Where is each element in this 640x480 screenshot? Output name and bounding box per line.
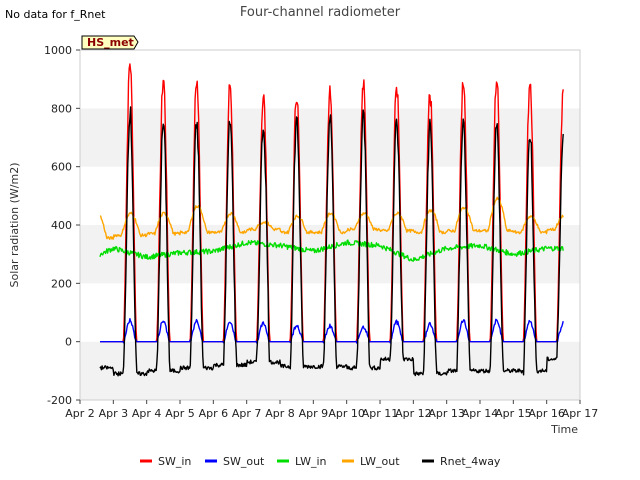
x-tick-label: Apr 10: [328, 407, 365, 420]
series-line-LW_in: [99, 239, 564, 262]
grid-band: [80, 283, 580, 342]
grid-band: [80, 166, 580, 225]
station-tag-label: HS_met: [87, 36, 134, 49]
x-tick-label: Apr 17: [562, 407, 599, 420]
x-tick-label: Apr 6: [199, 407, 229, 420]
x-tick-label: Apr 9: [299, 407, 329, 420]
legend-label: SW_out: [223, 455, 265, 468]
legend-label: LW_out: [360, 455, 400, 468]
y-axis-label: Solar radiation (W/m2): [8, 162, 21, 287]
x-tick-label: Apr 2: [65, 407, 95, 420]
y-axis-ticks: -200 0 200 400 600 800 1000: [44, 44, 80, 407]
grid-band: [80, 50, 580, 109]
x-tick-label: Apr 14: [462, 407, 499, 420]
x-tick-label: Apr 11: [362, 407, 399, 420]
y-tick-label: -200: [47, 394, 72, 407]
x-tick-label: Apr 16: [528, 407, 565, 420]
x-tick-label: Apr 15: [495, 407, 532, 420]
x-tick-label: Apr 12: [395, 407, 432, 420]
x-tick-label: Apr 5: [165, 407, 195, 420]
x-tick-label: Apr 13: [428, 407, 465, 420]
station-tag: HS_met: [81, 35, 139, 50]
legend-label: Rnet_4way: [440, 455, 501, 468]
x-tick-label: Apr 4: [132, 407, 162, 420]
y-tick-label: 1000: [44, 44, 72, 57]
y-tick-label: 800: [51, 102, 72, 115]
x-axis-label: Time: [550, 423, 578, 436]
legend-label: SW_in: [158, 455, 191, 468]
x-tick-label: Apr 8: [265, 407, 295, 420]
x-tick-label: Apr 7: [232, 407, 262, 420]
chart-title: Four-channel radiometer: [240, 5, 401, 20]
series-line-Rnet_4way: [99, 106, 564, 377]
series-group: [99, 63, 564, 377]
x-tick-label: Apr 3: [99, 407, 129, 420]
no-data-notice: No data for f_Rnet: [5, 8, 106, 21]
legend: SW_in SW_out LW_in LW_out Rnet_4way: [140, 455, 501, 468]
y-tick-label: 200: [51, 277, 72, 290]
y-tick-label: 600: [51, 161, 72, 174]
y-tick-label: 400: [51, 219, 72, 232]
series-line-SW_out: [99, 318, 564, 344]
x-axis-ticks: Apr 2 Apr 3 Apr 4 Apr 5 Apr 6 Apr 7 Apr 8 Apr 9…: [65, 400, 598, 420]
legend-label: LW_in: [295, 455, 327, 468]
grid-band: [80, 341, 580, 400]
y-tick-label: 0: [65, 336, 72, 349]
series-line-LW_out: [99, 196, 564, 241]
